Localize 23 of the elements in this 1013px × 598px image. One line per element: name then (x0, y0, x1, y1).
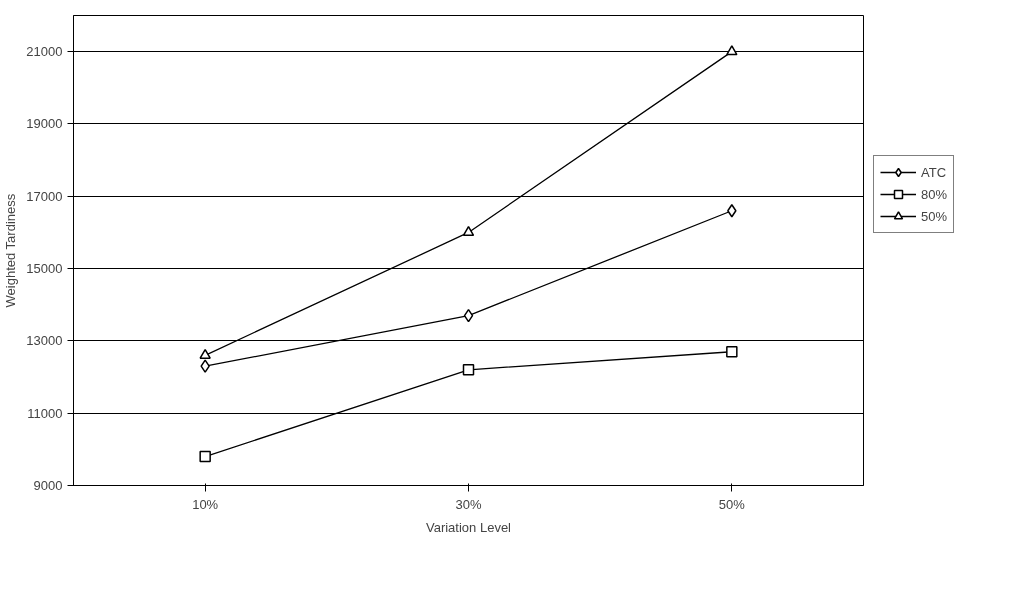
point (199, 348, 211, 359)
x-tick-label: 50% (718, 496, 746, 512)
y-axis-title: Weighted Tardiness (3, 193, 19, 308)
point (199, 450, 211, 463)
y-tick-label: 17000 (26, 188, 63, 204)
legend-label: 50% (921, 208, 948, 224)
x-tick-label: 30% (455, 496, 482, 512)
y-tick-label: 9000 (33, 478, 63, 493)
point (463, 308, 474, 323)
y-tick-label: 11000 (27, 405, 63, 421)
x-tick-label: 10% (192, 496, 219, 512)
point (726, 45, 738, 56)
point (462, 225, 475, 237)
point (462, 364, 475, 376)
point (200, 359, 210, 373)
y-tick-label: 13000 (26, 333, 63, 349)
x-axis-title: Variation Level (425, 519, 512, 535)
point (726, 345, 738, 358)
y-tick-label: 15000 (26, 261, 63, 277)
legend-label: 80% (921, 186, 948, 202)
y-tick-label: 19000 (26, 116, 63, 132)
legend-label: ATC (921, 164, 947, 180)
y-tick-label: 21000 (26, 44, 63, 60)
